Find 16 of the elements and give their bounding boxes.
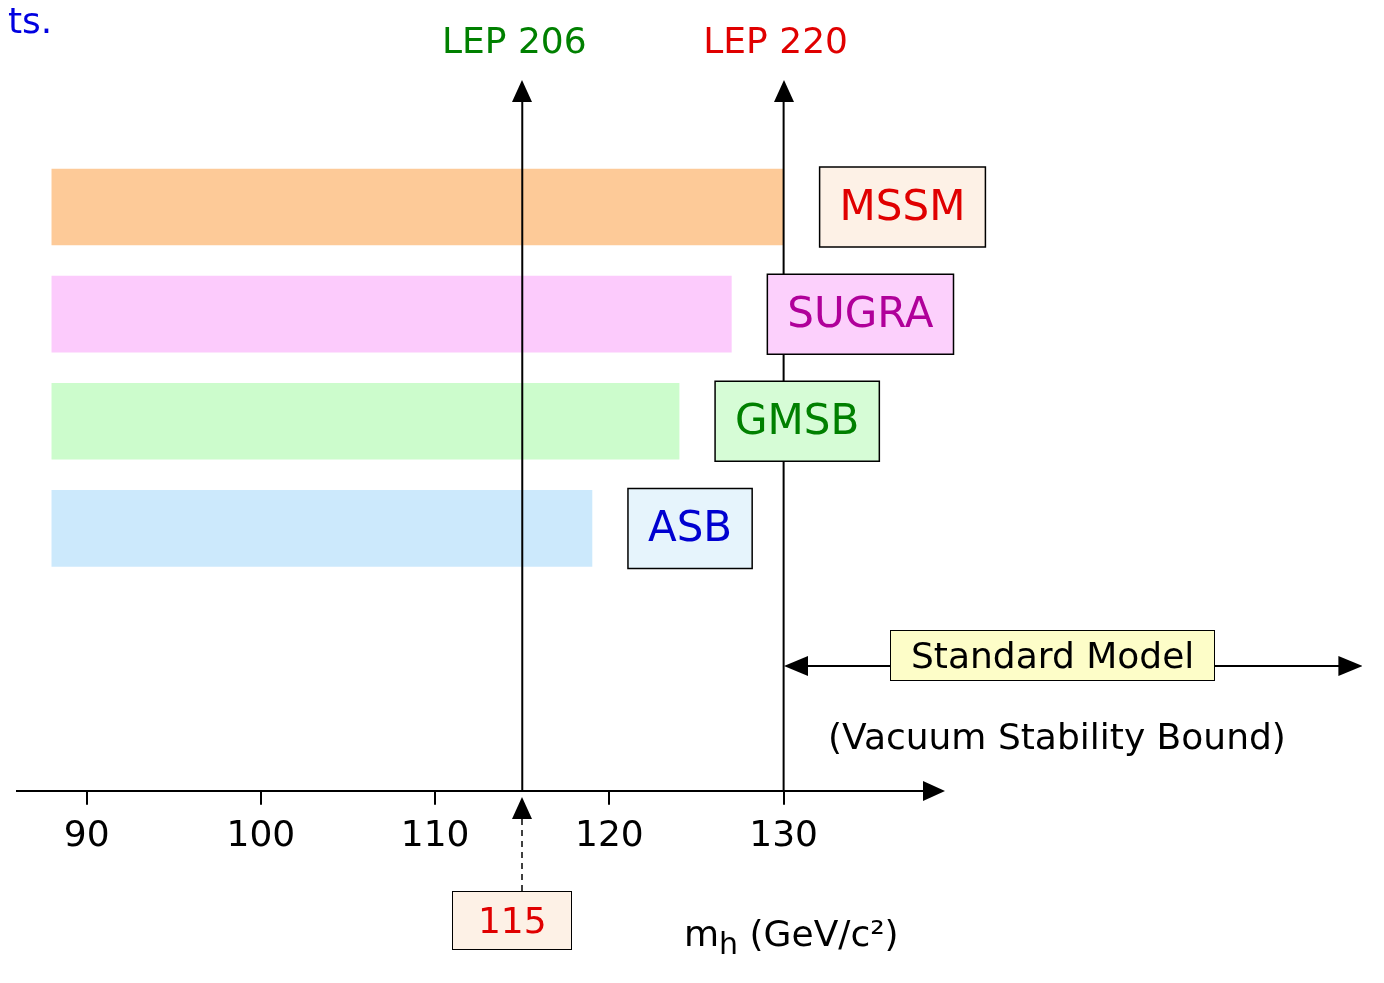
y-tick-label: GMSB [735,395,860,445]
text: ts. [8,7,53,41]
x-tick-label: 120 [575,812,644,854]
x-tick-label: 110 [400,812,470,854]
x-tick-label: 90 [63,812,110,854]
y-tick-label: ASB [647,502,733,552]
ref-line-label: LEP 206 [441,20,587,61]
y-tick-label: MSSM [839,180,966,230]
x-tick-label: 100 [226,812,296,854]
text: (Vacuum Stability Bound) [828,716,1286,757]
text: Standard Model [890,630,1216,681]
y-tick-label: SUGRA [787,288,934,338]
text: 115 [452,890,573,950]
x-tick-label: 130 [749,812,818,854]
x-axis-title: m$_{h}$ (GeV/c²) [684,913,899,962]
ref-line-label: LEP 220 [703,20,848,61]
